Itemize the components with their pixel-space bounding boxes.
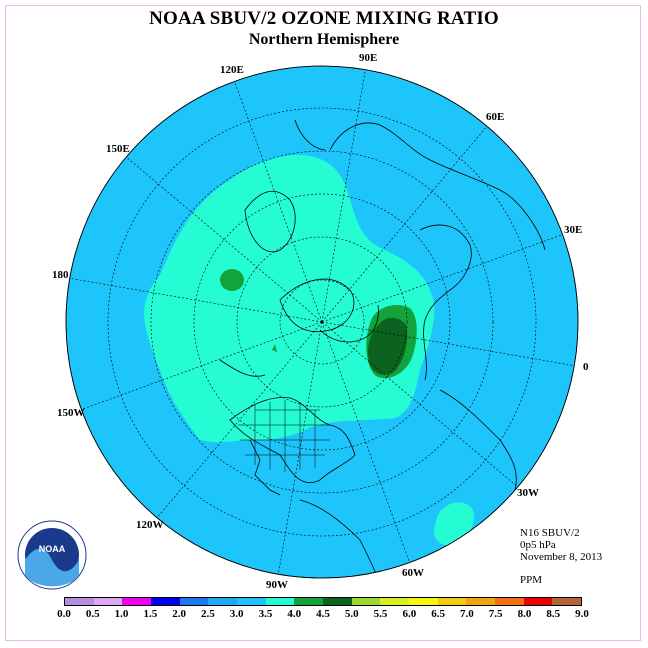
lon-label-150e: 150E	[106, 143, 130, 155]
colorbar-tick-label: 7.0	[460, 608, 474, 620]
field-4-0-small	[272, 344, 277, 352]
colorbar-tick-label: 7.5	[488, 608, 503, 620]
colorbar-tick-label: 1.0	[114, 608, 129, 620]
map-title: NOAA SBUV/2 OZONE MIXING RATIO	[149, 8, 499, 29]
colorbar-swatch	[380, 598, 410, 605]
lon-label-0: 0	[583, 361, 589, 373]
colorbar-swatch	[351, 598, 381, 605]
colorbar-swatch	[523, 598, 553, 605]
colorbar-tick-label: 8.5	[546, 608, 561, 620]
colorbar-tick-label: 6.5	[431, 608, 445, 620]
field-4-0-pacific	[220, 269, 244, 291]
colorbar-tick-label: 4.0	[287, 608, 302, 620]
colorbar-swatch	[151, 598, 180, 605]
map-subtitle: Northern Hemisphere	[248, 31, 400, 48]
colorbar-swatch	[294, 598, 324, 605]
figure-frame	[5, 5, 641, 641]
colorbar-swatch	[208, 598, 238, 605]
colorbar-tick-label: 0.0	[57, 608, 71, 620]
colorbar-swatch	[437, 598, 467, 605]
lon-label-180: 180	[52, 269, 69, 281]
colorbar-tick-label: 5.0	[344, 608, 359, 620]
colorbar-tick-label: 2.5	[201, 608, 215, 620]
colorbar-swatch	[409, 598, 438, 605]
lon-label-150w: 150W	[57, 407, 85, 419]
colorbar-tick-label: 8.0	[517, 608, 532, 620]
lon-label-120w: 120W	[136, 519, 164, 531]
colorbar-swatch	[237, 598, 266, 605]
lon-label-120e: 120E	[220, 64, 244, 76]
colorbar-tick-label: 2.0	[172, 608, 186, 620]
colorbar-swatch	[179, 598, 209, 605]
us-states	[238, 400, 330, 472]
colorbar-swatch	[495, 598, 524, 605]
colorbar-swatch	[265, 598, 295, 605]
colorbar-tick-label: 1.5	[143, 608, 158, 620]
lon-label-90e: 90E	[359, 52, 377, 64]
graticule	[67, 66, 577, 577]
colorbar-swatch	[552, 598, 582, 605]
colorbar-swatch	[323, 598, 352, 605]
colorbar-tick-label: 3.5	[258, 608, 273, 620]
date-label: November 8, 2013	[520, 551, 603, 563]
colorbar-tick-label: 6.0	[402, 608, 417, 620]
lon-label-30e: 30E	[564, 224, 582, 236]
svg-text:NOAA: NOAA	[39, 544, 66, 554]
instrument-label: N16 SBUV/2	[520, 527, 580, 539]
lon-label-60w: 60W	[402, 567, 424, 579]
colorbar-swatch	[93, 598, 123, 605]
lon-label-30w: 30W	[517, 487, 539, 499]
lon-label-90w: 90W	[266, 579, 288, 591]
colorbar-tick-label: 9.0	[575, 608, 589, 620]
noaa-logo: NOAA	[17, 520, 87, 590]
colorbar	[64, 597, 582, 606]
colorbar-swatch	[466, 598, 496, 605]
colorbar-tick-label: 5.5	[373, 608, 388, 620]
colorbar-tick-label: 0.5	[85, 608, 100, 620]
level-label: 0p5 hPa	[520, 539, 556, 551]
lon-label-60e: 60E	[486, 111, 504, 123]
colorbar-swatch	[65, 598, 94, 605]
colorbar-swatch	[122, 598, 152, 605]
units-label: PPM	[520, 574, 543, 586]
field-3-5	[144, 154, 435, 443]
colorbar-tick-label: 3.0	[229, 608, 244, 620]
colorbar-tick-label: 4.5	[316, 608, 330, 620]
